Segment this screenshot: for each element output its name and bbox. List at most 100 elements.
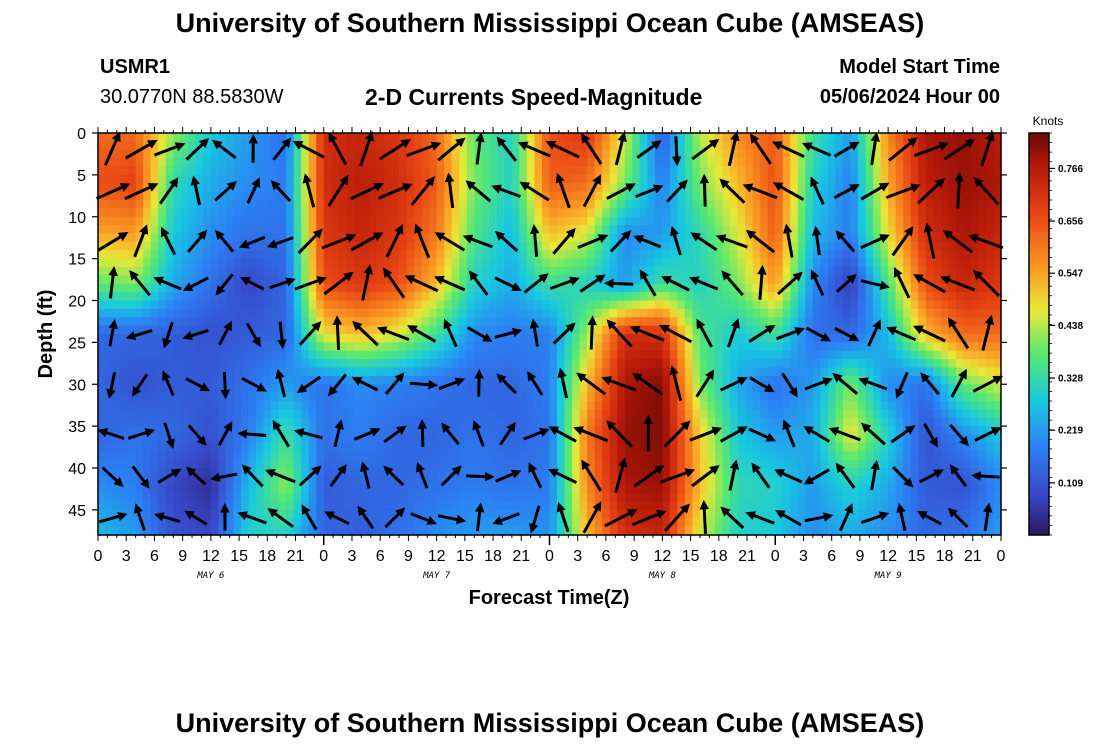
heatmap-cell (128, 434, 137, 444)
heatmap-cell (240, 476, 250, 486)
heatmap-cell (466, 225, 475, 235)
heatmap-cell (572, 258, 581, 268)
heatmap-cell (557, 267, 566, 276)
heatmap-cell (624, 292, 633, 302)
heatmap-cell (835, 292, 844, 302)
heatmap-cell (767, 359, 776, 369)
heatmap-cell (225, 133, 235, 142)
heatmap-cell (361, 384, 370, 394)
heatmap-cell (504, 191, 513, 201)
heatmap-cell (654, 267, 663, 276)
heatmap-cell (383, 258, 393, 268)
heatmap-cell (707, 149, 716, 159)
heatmap-cell (858, 216, 867, 226)
heatmap-cell (903, 283, 912, 293)
heatmap-cell (572, 308, 581, 318)
heatmap-cell (489, 359, 498, 369)
heatmap-cell (594, 191, 603, 201)
heatmap-cell (165, 350, 174, 360)
heatmap-cell (617, 334, 626, 343)
heatmap-cell (797, 200, 806, 209)
heatmap-cell (782, 392, 791, 402)
heatmap-cell (579, 367, 588, 377)
heatmap-cell (105, 174, 114, 184)
heatmap-cell (368, 191, 378, 201)
heatmap-cell (331, 401, 340, 410)
heatmap-cell (662, 149, 671, 159)
heatmap-cell (489, 174, 498, 184)
heatmap-cell (526, 250, 536, 260)
heatmap-cell (737, 208, 746, 218)
heatmap-cell (873, 308, 882, 318)
heatmap-cell (745, 409, 754, 419)
heatmap-cell (399, 133, 408, 142)
heatmap-cell (767, 258, 776, 268)
heatmap-cell (767, 459, 776, 469)
heatmap-cell (745, 200, 754, 209)
heatmap-cell (602, 258, 611, 268)
heatmap-cell (489, 158, 498, 168)
heatmap-cell (233, 334, 242, 343)
heatmap-cell (158, 283, 167, 293)
heatmap-cell (338, 367, 347, 377)
heatmap-cell (684, 250, 694, 260)
heatmap-cell (970, 392, 980, 402)
heatmap-cell (158, 459, 167, 469)
heatmap-cell (970, 250, 980, 260)
heatmap-cell (888, 459, 897, 469)
heatmap-cell (301, 191, 310, 201)
heatmap-cell (933, 267, 942, 276)
heatmap-cell (880, 174, 889, 184)
heatmap-cell (451, 401, 460, 410)
heatmap-cell (308, 208, 317, 218)
heatmap-cell (722, 241, 731, 251)
heatmap-cell (504, 409, 513, 419)
heatmap-cell (338, 401, 347, 410)
heatmap-cell (474, 166, 483, 176)
heatmap-cell (286, 183, 295, 193)
heatmap-cell (918, 166, 927, 176)
heatmap-cell (233, 149, 242, 159)
heatmap-cell (722, 200, 731, 209)
heatmap-cell (331, 442, 340, 452)
heatmap-cell (752, 451, 761, 461)
heatmap-cell (722, 225, 731, 235)
heatmap-cell (120, 426, 129, 436)
heatmap-cell (346, 409, 355, 419)
heatmap-cell (654, 384, 663, 394)
heatmap-cell (165, 392, 174, 402)
heatmap-cell (925, 149, 934, 159)
heatmap-cell (587, 375, 596, 385)
heatmap-cell (955, 216, 964, 226)
heatmap-cell (925, 401, 934, 410)
heatmap-cell (180, 426, 189, 436)
heatmap-cell (993, 392, 1002, 402)
heatmap-cell (858, 258, 867, 268)
heatmap-cell (745, 325, 754, 335)
heatmap-cell (391, 409, 400, 419)
heatmap-cell (361, 350, 370, 360)
heatmap-cell (511, 208, 520, 218)
heatmap-cell (775, 216, 784, 226)
heatmap-cell (925, 174, 934, 184)
heatmap-cell (504, 476, 513, 486)
heatmap-cell (707, 275, 716, 285)
heatmap-cell (730, 166, 739, 176)
heatmap-cell (459, 158, 468, 168)
heatmap-cell (188, 292, 197, 302)
heatmap-cell (459, 392, 468, 402)
heatmap-cell (271, 392, 280, 402)
heatmap-cell (910, 434, 919, 444)
heatmap-cell (474, 308, 483, 318)
heatmap-cell (617, 200, 626, 209)
heatmap-cell (940, 451, 949, 461)
heatmap-cell (195, 409, 204, 419)
heatmap-cell (880, 342, 889, 352)
heatmap-cell (143, 342, 152, 352)
heatmap-cell (730, 375, 739, 385)
heatmap-cell (534, 258, 543, 268)
heatmap-cell (308, 317, 317, 327)
heatmap-cell (414, 350, 423, 360)
heatmap-cell (534, 191, 543, 201)
heatmap-cell (143, 216, 152, 226)
